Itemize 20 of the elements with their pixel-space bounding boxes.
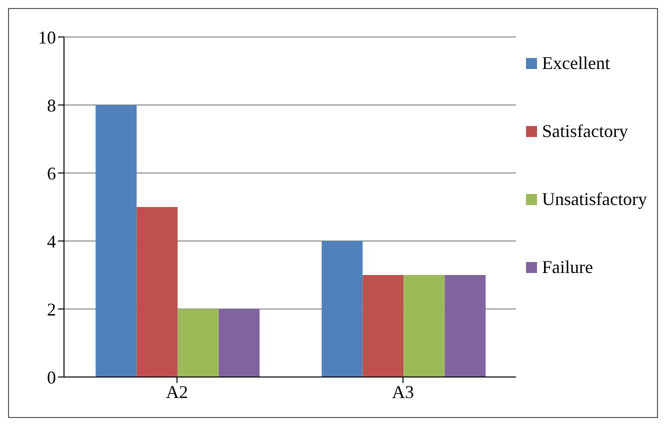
- bar: [178, 309, 219, 377]
- bar: [322, 241, 363, 377]
- bar: [136, 207, 178, 377]
- y-tick-label: 8: [47, 95, 56, 116]
- bar: [96, 105, 137, 377]
- bar: [444, 275, 486, 377]
- x-tick-label: A2: [166, 382, 188, 402]
- bar: [362, 275, 404, 377]
- legend-label: Excellent: [542, 52, 610, 74]
- y-tick-label: 6: [47, 163, 56, 184]
- bar: [404, 275, 445, 377]
- legend-label: Unsatisfactory: [542, 188, 647, 210]
- y-tick-label: 4: [47, 231, 56, 252]
- y-tick-label: 0: [47, 367, 56, 388]
- x-tick-label: A3: [392, 382, 414, 402]
- legend-label: Failure: [542, 256, 594, 278]
- y-tick-label: 10: [38, 27, 56, 48]
- legend-label: Satisfactory: [542, 120, 628, 142]
- bar: [218, 309, 260, 377]
- y-tick-label: 2: [47, 299, 56, 320]
